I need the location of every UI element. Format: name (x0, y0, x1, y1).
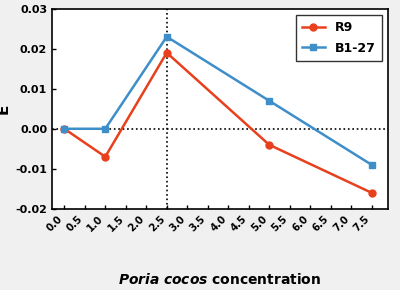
Line: R9: R9 (61, 49, 375, 196)
R9 (103, 155, 108, 159)
R9 (369, 191, 374, 195)
Y-axis label: E: E (0, 104, 11, 114)
Legend: R9, B1-27: R9, B1-27 (296, 15, 382, 61)
B1-27 (267, 99, 272, 102)
B1-27 (62, 127, 67, 130)
Text: $\bfit{Poria\ cocos}$$\bf{\ concentration}$: $\bfit{Poria\ cocos}$$\bf{\ concentratio… (118, 272, 322, 287)
R9 (164, 51, 169, 55)
B1-27 (369, 163, 374, 166)
R9 (62, 127, 67, 130)
R9 (267, 143, 272, 146)
B1-27 (103, 127, 108, 130)
Line: B1-27: B1-27 (61, 33, 375, 168)
B1-27 (164, 35, 169, 39)
